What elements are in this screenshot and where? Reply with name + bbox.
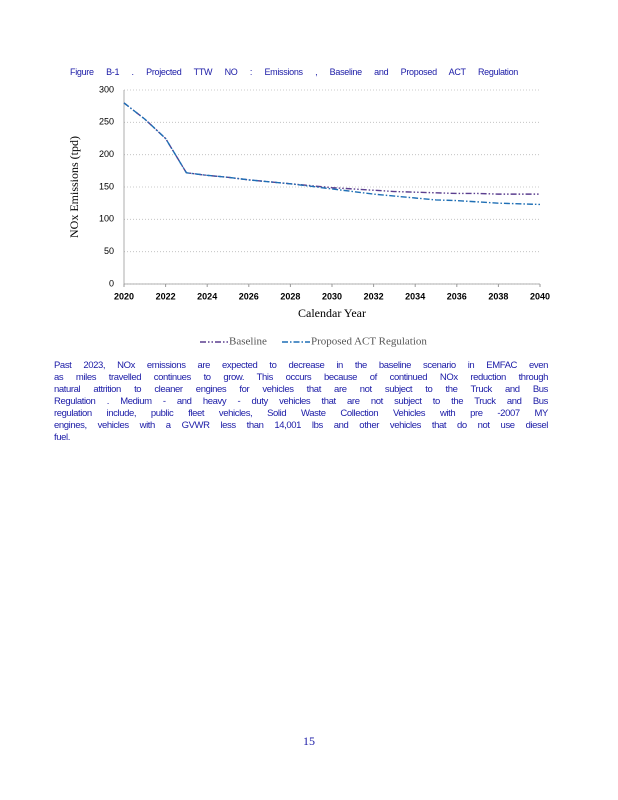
y-tick-label: 300	[99, 84, 114, 94]
x-tick-label: 2030	[322, 291, 342, 301]
x-tick-label: 2036	[447, 291, 467, 301]
x-tick-label: 2038	[488, 291, 508, 301]
y-axis-label: NOx Emissions (tpd)	[67, 136, 81, 238]
paragraph-line: Regulation . Medium - and heavy - duty v…	[54, 396, 548, 407]
x-tick-label: 2020	[114, 291, 134, 301]
y-tick-label: 0	[109, 278, 114, 288]
y-tick-label: 100	[99, 214, 114, 224]
paragraph-line: natural attrition to cleaner engines for…	[54, 384, 548, 395]
figure-title: Figure B-1 . Projected TTW NO : Emission…	[70, 67, 518, 77]
y-tick-label: 50	[104, 246, 114, 256]
paragraph-line: as miles travelled continues to grow. Th…	[54, 372, 548, 383]
paragraph-line: regulation include, public fleet vehicle…	[54, 408, 548, 419]
y-tick-label: 250	[99, 117, 114, 127]
x-axis-label: Calendar Year	[298, 306, 366, 320]
legend-label: Baseline	[229, 336, 267, 348]
x-tick-label: 2040	[530, 291, 550, 301]
paragraph-line: engines, vehicles with a GVWR less than …	[54, 420, 548, 431]
series-line	[123, 102, 540, 195]
paragraph-line: Past 2023, NOx emissions are expected to…	[54, 360, 548, 371]
y-tick-label: 150	[99, 181, 114, 191]
page-number: 15	[303, 734, 315, 748]
paragraph-line: fuel.	[54, 432, 70, 443]
series-line	[123, 102, 541, 206]
y-tick-label: 200	[99, 149, 114, 159]
x-tick-label: 2032	[364, 291, 384, 301]
x-tick-label: 2022	[156, 291, 176, 301]
x-tick-label: 2024	[197, 291, 217, 301]
legend-label: Proposed ACT Regulation	[311, 336, 427, 348]
x-tick-label: 2034	[405, 291, 425, 301]
x-tick-label: 2028	[280, 291, 300, 301]
x-tick-label: 2026	[239, 291, 259, 301]
